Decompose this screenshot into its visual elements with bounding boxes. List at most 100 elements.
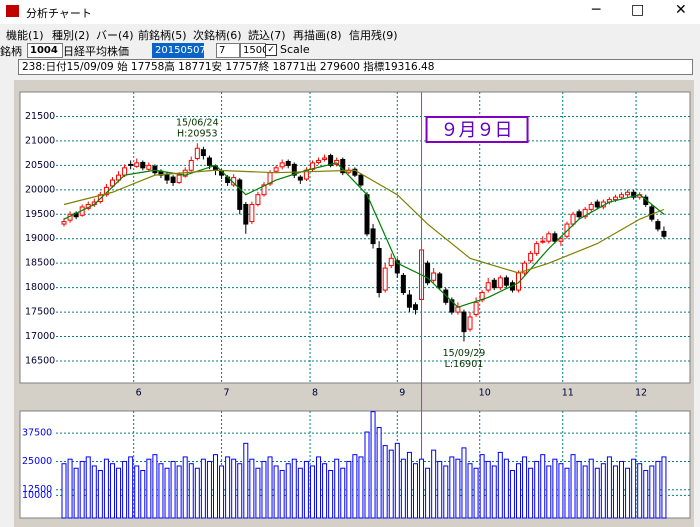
- y-tick-label: 25000: [22, 456, 52, 467]
- volume-bar: [394, 442, 400, 519]
- moving-average: [63, 169, 665, 274]
- volume-bar: [431, 449, 437, 519]
- volume-bar: [631, 458, 637, 519]
- volume-bar: [303, 460, 309, 519]
- volume-bar: [237, 463, 243, 519]
- y-tick-label: 20000: [25, 184, 55, 195]
- volume-bar: [479, 454, 485, 519]
- volume-bar: [188, 463, 194, 519]
- candle-body: [261, 184, 267, 196]
- info-line: 238:日付15/09/09 始 17758高 18771安 17757終 18…: [18, 59, 693, 75]
- y-tick-label: 18500: [25, 258, 55, 269]
- volume-bar: [116, 467, 122, 519]
- volume-bar: [255, 467, 261, 519]
- count-input[interactable]: 1500: [240, 43, 268, 58]
- menu-item[interactable]: 前銘柄(5): [138, 29, 187, 42]
- volume-bar: [146, 458, 152, 519]
- volume-bar: [661, 456, 667, 519]
- volume-bar: [503, 458, 509, 519]
- volume-bar: [352, 454, 358, 519]
- maximize-button[interactable]: □: [631, 2, 645, 18]
- toolbar: 銘柄 1004 日経平均株価 20150507 7 1500 ✓ Scale: [0, 42, 700, 58]
- candle-body: [328, 155, 334, 166]
- volume-bar: [382, 445, 388, 519]
- volume-bar: [285, 463, 291, 519]
- x-tick-label: 10: [479, 388, 491, 399]
- menu-item[interactable]: バー(4): [96, 29, 134, 42]
- candle-body: [425, 262, 431, 284]
- volume-bar: [97, 469, 103, 519]
- volume-bar: [206, 460, 212, 519]
- candle-body: [376, 248, 382, 294]
- candle-body: [206, 157, 212, 166]
- volume-bar: [619, 460, 625, 519]
- volume-bar: [346, 460, 352, 519]
- date-input[interactable]: 20150507: [152, 43, 206, 58]
- volume-bar: [158, 463, 164, 519]
- app-icon: [6, 5, 19, 17]
- candle-body: [491, 279, 497, 289]
- candle-body: [612, 196, 618, 201]
- volume-bar: [328, 469, 334, 519]
- menu-item[interactable]: 機能(1): [6, 29, 44, 42]
- scale-checkbox[interactable]: ✓: [265, 44, 277, 56]
- volume-bar: [261, 460, 267, 519]
- volume-bar: [358, 456, 364, 519]
- volume-bar: [291, 458, 297, 519]
- menu-item[interactable]: 読込(7): [248, 29, 286, 42]
- volume-bar: [437, 460, 443, 519]
- menu-item[interactable]: 信用残(9): [349, 29, 398, 42]
- menu-item[interactable]: 次銘柄(6): [193, 29, 242, 42]
- volume-bar: [588, 458, 594, 519]
- y-tick-label: 19000: [25, 233, 55, 244]
- volume-bar: [449, 456, 455, 519]
- volume-bar: [297, 467, 303, 519]
- candle-body: [528, 252, 534, 262]
- volume-bar: [103, 458, 109, 519]
- candle-body: [285, 160, 291, 166]
- volume-bar: [219, 465, 225, 519]
- volume-bar: [182, 456, 188, 519]
- volume-bar: [213, 454, 218, 519]
- code-input[interactable]: 1004: [27, 43, 63, 58]
- candle-body: [109, 179, 115, 187]
- candle-body: [297, 176, 303, 181]
- menu-item[interactable]: 再描画(8): [293, 29, 342, 42]
- volume-bar: [200, 458, 206, 519]
- candle-body: [322, 157, 328, 160]
- volume-bar: [473, 467, 479, 519]
- volume-bar: [522, 456, 528, 519]
- volume-bar: [249, 458, 255, 519]
- menu-item[interactable]: 種別(2): [52, 29, 90, 42]
- candle-body: [394, 260, 400, 274]
- menu-bar: 機能(1) 種別(2) バー(4) 前銘柄(5) 次銘柄(6) 読込(7) 再描…: [0, 25, 700, 42]
- callout-text: ９月９日: [441, 120, 513, 141]
- y-tick-label: 21000: [25, 135, 55, 146]
- volume-bar: [576, 460, 582, 519]
- close-button[interactable]: ✕: [675, 2, 687, 18]
- y-tick-label: 12500: [22, 484, 52, 495]
- volume-bar: [552, 458, 558, 519]
- volume-bar: [570, 454, 576, 519]
- candle-body: [522, 262, 528, 274]
- volume-bar: [334, 458, 340, 519]
- candle-body: [243, 203, 249, 225]
- candle-body: [461, 311, 467, 333]
- y-tick-label: 17000: [25, 331, 55, 342]
- volume-bar: [91, 465, 97, 519]
- volume-bar: [637, 463, 643, 519]
- period-input[interactable]: 7: [216, 43, 240, 58]
- volume-bar: [388, 449, 394, 519]
- volume-bar: [485, 460, 491, 519]
- window-title: 分析チャート: [26, 7, 92, 20]
- volume-bar: [528, 467, 534, 519]
- candle-body: [188, 159, 194, 171]
- candle-body: [406, 294, 412, 308]
- candle-body: [594, 201, 600, 208]
- candle-body: [412, 304, 418, 311]
- candle-body: [370, 228, 376, 245]
- minimize-button[interactable]: ─: [592, 2, 601, 18]
- candle-body: [582, 208, 588, 218]
- candle-body: [619, 194, 625, 198]
- volume-bar: [425, 467, 431, 519]
